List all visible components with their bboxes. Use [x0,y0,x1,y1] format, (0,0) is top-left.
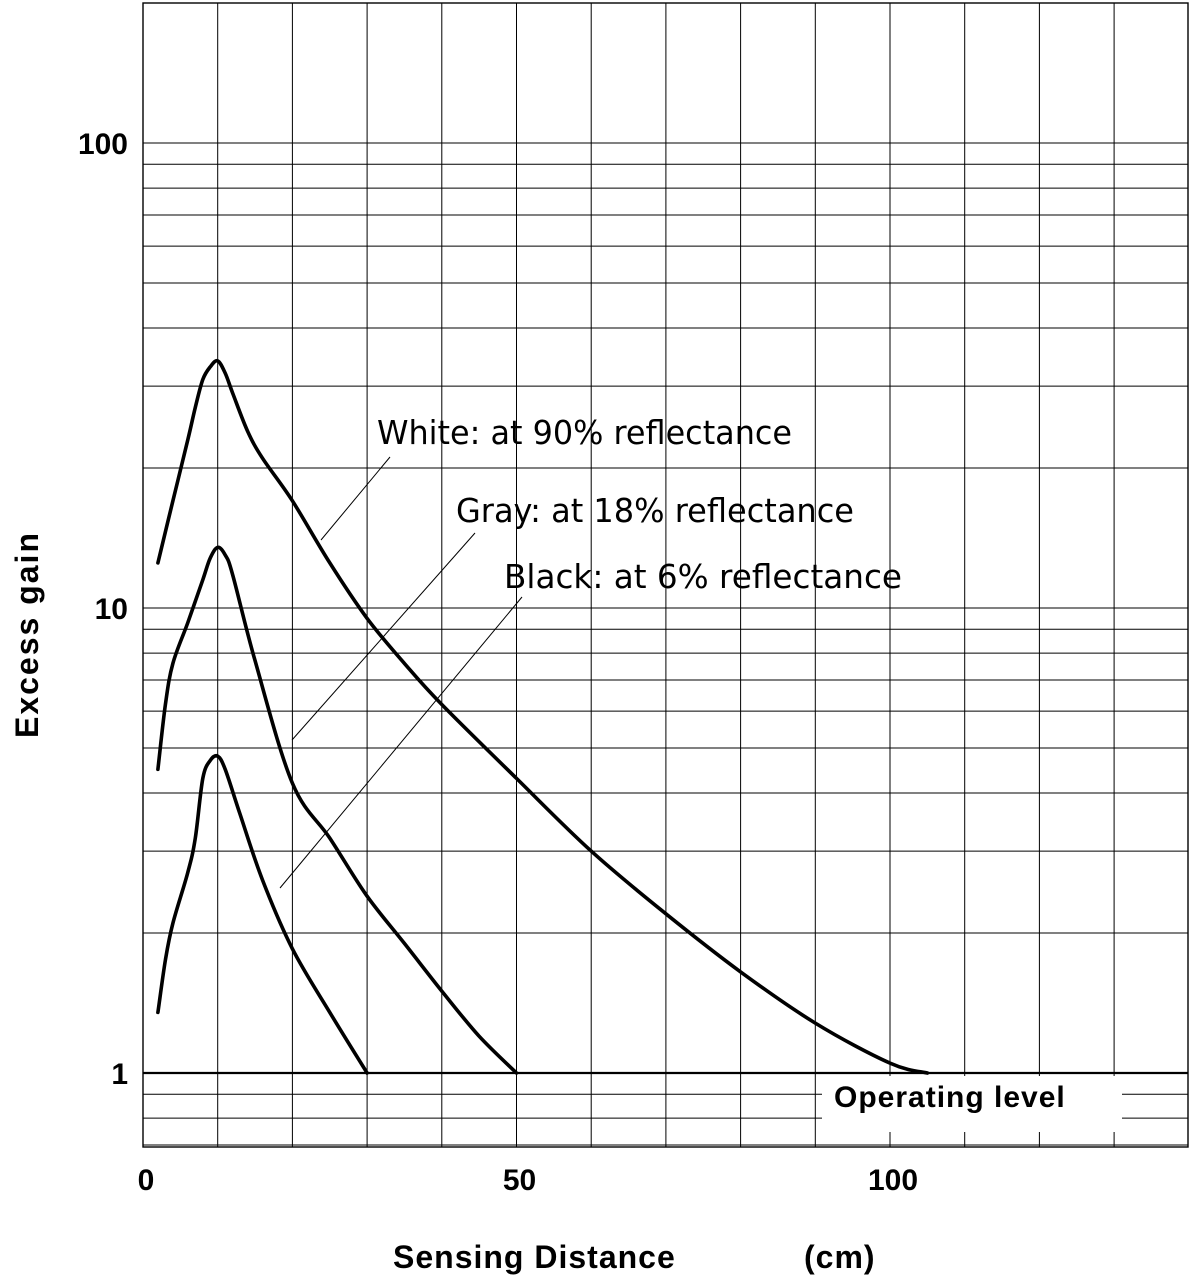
x-axis-title: Sensing Distance [393,1239,676,1275]
series-annotations: White: at 90% reflectance Gray: at 18% re… [377,413,902,596]
y-tick-label: 100 [78,128,128,161]
x-tick-labels: 0 50 100 [138,1164,918,1197]
black-series-label: Black: at 6% reflectance [504,557,902,596]
y-tick-label: 1 [111,1058,128,1091]
x-tick-label: 100 [868,1164,918,1197]
white-90-reflectance-curve [156,358,930,1075]
series-curves [156,358,930,1075]
black-6-reflectance-curve [156,753,369,1075]
gray-series-label: Gray: at 18% reflectance [456,491,854,530]
gray-18-reflectance-curve [156,545,519,1075]
y-tick-label: 10 [95,593,128,626]
annotation-leader-line [279,596,523,889]
operating-level-label: Operating level [834,1081,1066,1114]
annotation-leader-line [320,456,391,541]
y-axis-title: Excess gain [9,531,45,738]
x-tick-label: 50 [503,1164,536,1197]
white-series-label: White: at 90% reflectance [377,413,792,452]
y-tick-labels: 1 10 100 [78,128,128,1091]
operating-level-label-background [822,1076,1122,1132]
x-axis-unit: (cm) [804,1239,876,1275]
x-tick-label: 0 [138,1164,155,1197]
